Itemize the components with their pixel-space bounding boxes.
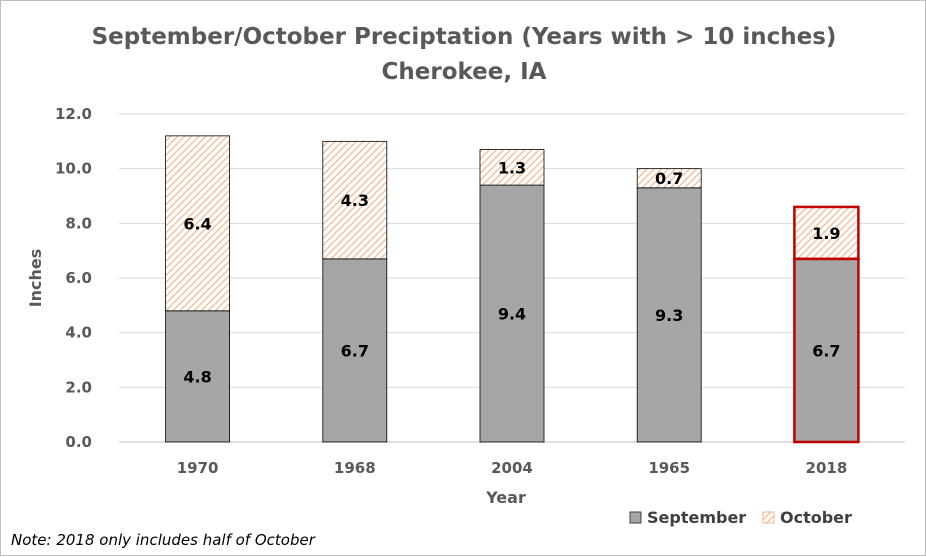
legend: September October (629, 508, 852, 527)
data-label-september: 9.4 (498, 305, 526, 324)
chart-title: September/October Preciptation (Years wi… (92, 24, 837, 50)
data-label-september: 4.8 (183, 367, 211, 386)
y-axis-title: Inches (26, 249, 45, 308)
legend-swatch-september (629, 511, 642, 524)
bar-october (165, 135, 231, 312)
y-tick-label: 6.0 (65, 269, 92, 287)
bars: 4.8 6.4 6.7 4.3 9.4 1.3 9.3 0.7 6.7 1.9 (165, 135, 860, 444)
data-label-october: 6.4 (183, 214, 211, 233)
bar-september (479, 184, 545, 443)
y-tick-label: 10.0 (55, 160, 92, 178)
bar-september (636, 187, 702, 443)
y-tick-label: 0.0 (65, 433, 92, 451)
y-tick-label: 2.0 (65, 378, 92, 396)
bar-october (322, 140, 388, 260)
data-label-october: 1.9 (812, 224, 840, 243)
legend-label-october: October (780, 508, 852, 527)
bar-october (794, 206, 859, 260)
data-label-october: 0.7 (655, 169, 683, 188)
x-axis-title: Year (485, 488, 526, 507)
data-label-october: 1.3 (498, 158, 526, 177)
legend-swatch-october (762, 511, 775, 524)
x-tick-label: 2004 (491, 459, 533, 477)
x-tick-label: 1968 (334, 459, 376, 477)
bar-september (794, 258, 859, 443)
chart-subtitle: Cherokee, IA (382, 59, 547, 85)
y-tick-label: 8.0 (65, 214, 92, 232)
data-label-september: 6.7 (341, 341, 369, 360)
data-label-october: 4.3 (341, 191, 369, 210)
chart-note: Note: 2018 only includes half of October (11, 531, 316, 549)
bar-october (636, 168, 702, 189)
x-tick-label: 1965 (648, 459, 690, 477)
bar-september (322, 258, 388, 443)
bar-october (479, 149, 545, 186)
highlight-outline-october (793, 205, 860, 261)
x-axis-ticks: 1970 1968 2004 1965 2018 (177, 459, 848, 477)
bar-september (165, 310, 231, 443)
y-axis-ticks: 0.0 2.0 4.0 6.0 8.0 10.0 12.0 (55, 105, 92, 451)
x-tick-label: 1970 (177, 459, 219, 477)
y-tick-label: 4.0 (65, 324, 92, 342)
x-tick-label: 2018 (806, 459, 848, 477)
legend-label-september: September (647, 508, 746, 527)
data-label-september: 6.7 (812, 341, 840, 360)
data-label-september: 9.3 (655, 306, 683, 325)
y-tick-label: 12.0 (55, 105, 92, 123)
